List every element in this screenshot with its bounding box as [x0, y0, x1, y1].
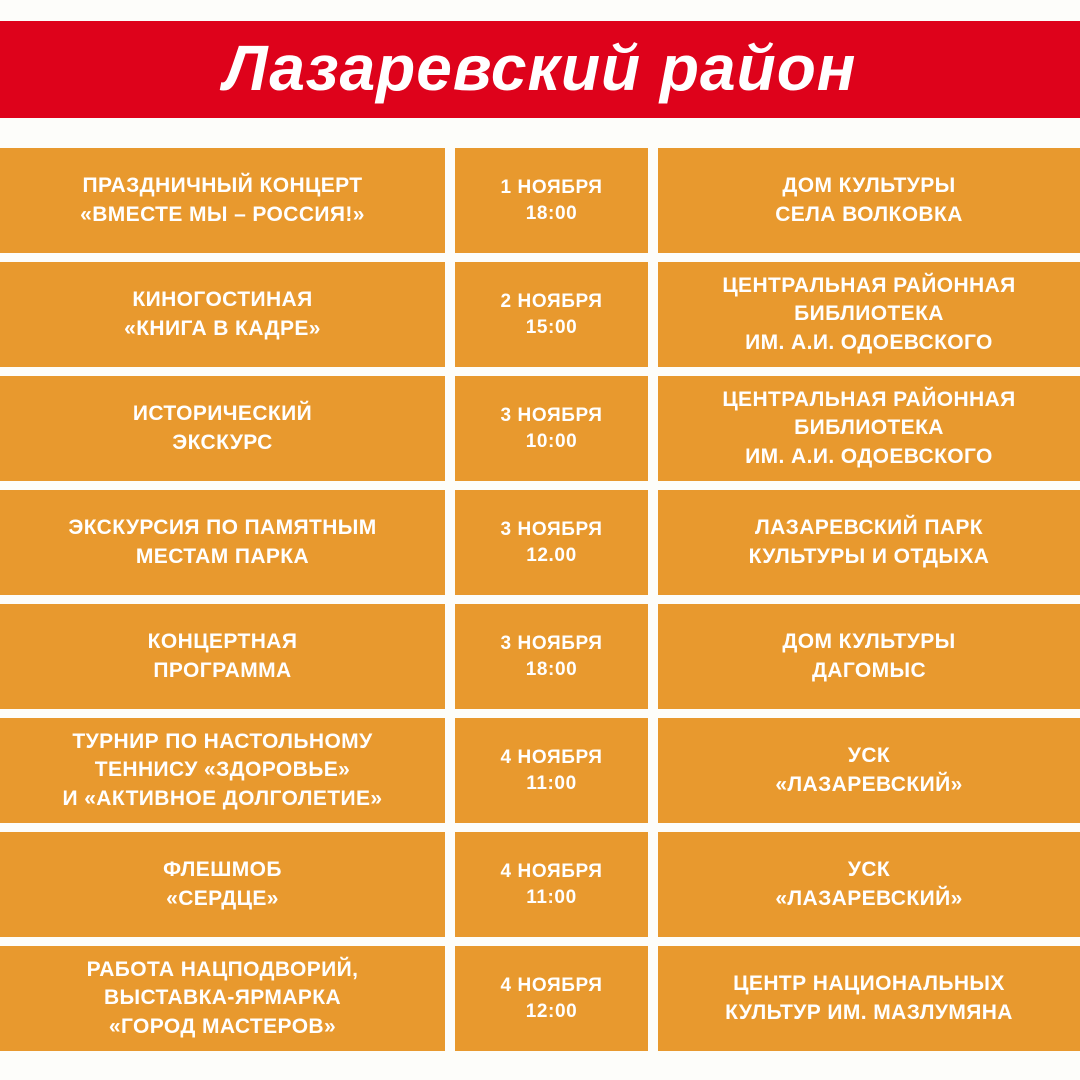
venue-cell: УСК «ЛАЗАРЕВСКИЙ» [658, 718, 1080, 823]
event-cell: ФЛЕШМОБ «СЕРДЦЕ» [0, 832, 445, 937]
venue-cell: ДОМ КУЛЬТУРЫ СЕЛА ВОЛКОВКА [658, 148, 1080, 253]
datetime-cell: 4 НОЯБРЯ 11:00 [455, 718, 648, 823]
event-cell: ТУРНИР ПО НАСТОЛЬНОМУ ТЕННИСУ «ЗДОРОВЬЕ»… [0, 718, 445, 823]
venue-cell: ЛАЗАРЕВСКИЙ ПАРК КУЛЬТУРЫ И ОТДЫХА [658, 490, 1080, 595]
page-title: Лазаревский район [223, 31, 857, 104]
venue-cell: ЦЕНТРАЛЬНАЯ РАЙОННАЯ БИБЛИОТЕКА ИМ. А.И.… [658, 376, 1080, 481]
datetime-cell: 3 НОЯБРЯ 12.00 [455, 490, 648, 595]
venue-cell: ЦЕНТР НАЦИОНАЛЬНЫХ КУЛЬТУР ИМ. МАЗЛУМЯНА [658, 946, 1080, 1051]
event-cell: ЭКСКУРСИЯ ПО ПАМЯТНЫМ МЕСТАМ ПАРКА [0, 490, 445, 595]
datetime-cell: 4 НОЯБРЯ 11:00 [455, 832, 648, 937]
datetime-cell: 3 НОЯБРЯ 10:00 [455, 376, 648, 481]
datetime-cell: 3 НОЯБРЯ 18:00 [455, 604, 648, 709]
venue-cell: УСК «ЛАЗАРЕВСКИЙ» [658, 832, 1080, 937]
event-cell: КОНЦЕРТНАЯ ПРОГРАММА [0, 604, 445, 709]
venue-cell: ЦЕНТРАЛЬНАЯ РАЙОННАЯ БИБЛИОТЕКА ИМ. А.И.… [658, 262, 1080, 367]
title-banner: Лазаревский район [0, 21, 1080, 118]
schedule-table: ПРАЗДНИЧНЫЙ КОНЦЕРТ «ВМЕСТЕ МЫ – РОССИЯ!… [0, 148, 1080, 1051]
event-cell: РАБОТА НАЦПОДВОРИЙ, ВЫСТАВКА-ЯРМАРКА «ГО… [0, 946, 445, 1051]
event-cell: ИСТОРИЧЕСКИЙ ЭКСКУРС [0, 376, 445, 481]
event-cell: ПРАЗДНИЧНЫЙ КОНЦЕРТ «ВМЕСТЕ МЫ – РОССИЯ!… [0, 148, 445, 253]
datetime-cell: 2 НОЯБРЯ 15:00 [455, 262, 648, 367]
datetime-cell: 1 НОЯБРЯ 18:00 [455, 148, 648, 253]
datetime-cell: 4 НОЯБРЯ 12:00 [455, 946, 648, 1051]
event-cell: КИНОГОСТИНАЯ «КНИГА В КАДРЕ» [0, 262, 445, 367]
venue-cell: ДОМ КУЛЬТУРЫ ДАГОМЫС [658, 604, 1080, 709]
